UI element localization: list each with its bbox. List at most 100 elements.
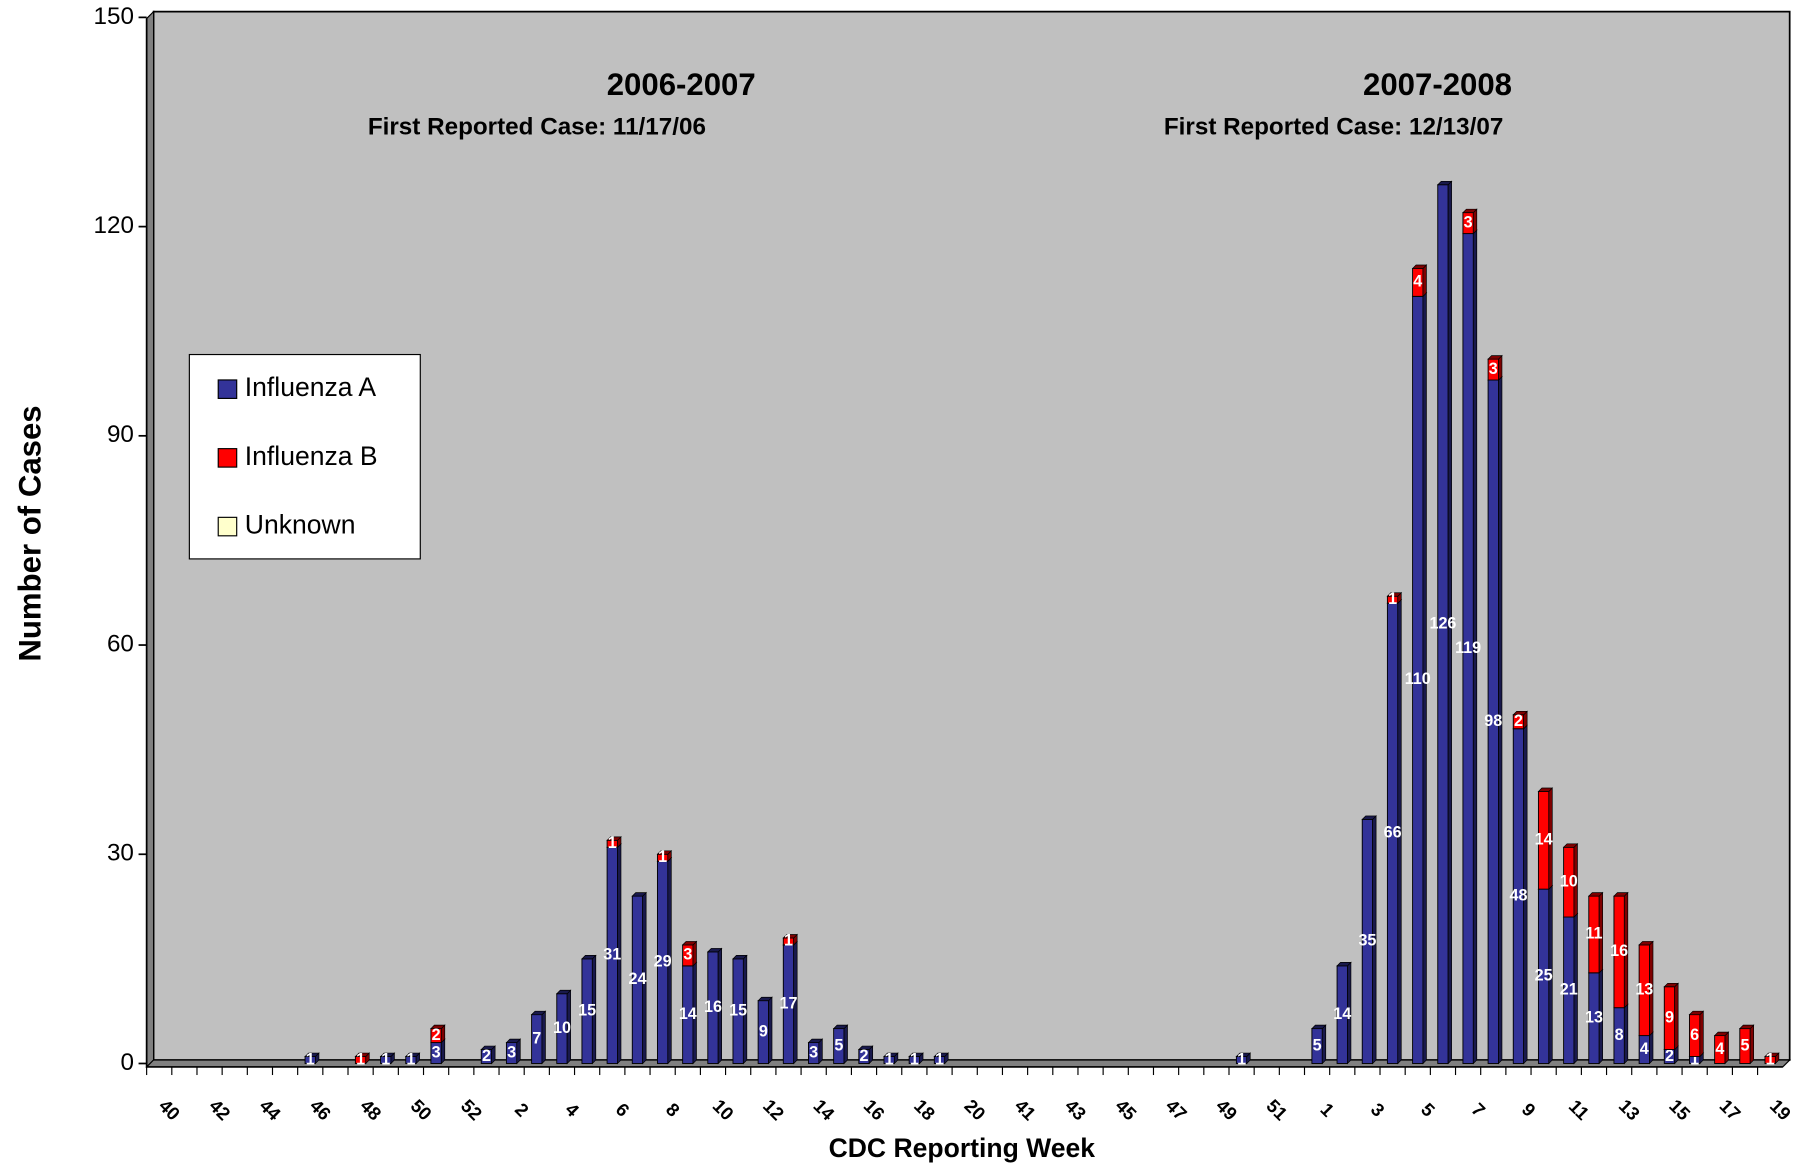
legend-label: Influenza B (245, 441, 378, 471)
season-title: 2006-2007 (607, 67, 756, 102)
data-label: 14 (1333, 1005, 1351, 1023)
data-label: 1 (910, 1050, 919, 1068)
data-label: 31 (603, 946, 621, 964)
bar-top (1688, 1010, 1705, 1016)
x-tick-label: 4 (561, 1099, 584, 1122)
x-tick-label: 46 (306, 1095, 335, 1124)
bar-top (354, 1052, 371, 1057)
bar-top (857, 1045, 874, 1050)
data-label: 98 (1484, 712, 1502, 730)
bar-top (1361, 815, 1377, 820)
data-label: 1 (658, 848, 667, 866)
bar-top (1764, 1052, 1780, 1057)
season-title: 2007-2008 (1363, 67, 1512, 102)
bar-top (581, 955, 597, 960)
data-label: 4 (1715, 1040, 1724, 1058)
y-tick-label: 150 (93, 3, 133, 30)
legend-label: Influenza A (245, 372, 377, 402)
data-label: 7 (532, 1029, 541, 1047)
bar-top (555, 989, 572, 995)
data-label: 13 (1635, 981, 1653, 999)
bar-top (505, 1038, 522, 1043)
data-label: 35 (1358, 932, 1376, 950)
bar-top (480, 1045, 496, 1050)
data-label: 66 (1384, 824, 1402, 842)
season-note: First Reported Case: 12/13/07 (1164, 114, 1503, 141)
bar-side (1724, 1031, 1729, 1065)
data-label: 1 (406, 1050, 415, 1068)
x-tick-label: 3 (1367, 1099, 1389, 1121)
x-tick-label: 41 (1011, 1095, 1040, 1124)
legend-swatch (217, 516, 238, 537)
data-label: 5 (1313, 1036, 1322, 1054)
data-label: 3 (1489, 360, 1498, 378)
x-tick-label: 13 (1615, 1095, 1644, 1124)
data-label: 1 (608, 834, 617, 852)
bar-top (732, 955, 748, 960)
x-tick-label: 18 (910, 1095, 939, 1124)
data-label: 13 (1585, 1008, 1603, 1026)
data-label: 2 (860, 1047, 869, 1065)
data-label: 29 (654, 953, 672, 971)
data-label: 3 (683, 946, 692, 964)
x-tick-label: 19 (1766, 1095, 1795, 1124)
bar-top (1336, 962, 1352, 967)
bar-top (757, 996, 773, 1002)
y-tick-label: 120 (93, 212, 133, 239)
bar-side (818, 1038, 823, 1065)
data-label: 4 (1640, 1040, 1649, 1058)
data-label: 1 (784, 932, 793, 950)
legend-label: Unknown (245, 510, 356, 540)
bar-side (1649, 1031, 1654, 1065)
bar-top (1562, 843, 1579, 848)
x-tick-label: 14 (809, 1095, 839, 1125)
bar-top (933, 1052, 950, 1057)
x-tick-label: 6 (612, 1099, 634, 1121)
bar-top (530, 1010, 547, 1016)
bar-top (1713, 1031, 1730, 1036)
x-tick-label: 1 (1316, 1099, 1338, 1121)
data-label: 1 (1766, 1050, 1775, 1068)
bar-side (516, 1038, 521, 1065)
data-label: 8 (1615, 1026, 1624, 1044)
bar-top (1537, 787, 1554, 792)
data-label: 119 (1455, 639, 1481, 657)
bar-top (404, 1052, 421, 1057)
bar-side (692, 940, 697, 967)
bar-top (1487, 355, 1503, 360)
data-label: 2 (1514, 712, 1523, 730)
x-axis-title: CDC Reporting Week (829, 1133, 1096, 1163)
legend-swatch (217, 379, 238, 399)
bar-top (1386, 592, 1403, 597)
x-tick-label: 43 (1061, 1095, 1090, 1124)
data-label: 1 (1237, 1050, 1246, 1068)
bar-top (1512, 710, 1528, 716)
bar-top (656, 850, 673, 855)
bar-side (1422, 264, 1427, 298)
x-tick-label: 7 (1467, 1099, 1489, 1121)
season-note: First Reported Case: 11/17/06 (368, 114, 706, 141)
bar-top (681, 941, 698, 946)
bar-side (440, 1038, 446, 1065)
bar-top (1235, 1052, 1252, 1057)
bar-side (1674, 982, 1679, 1051)
data-label: 16 (1610, 942, 1628, 960)
data-label: 14 (1535, 831, 1553, 849)
x-tick-label: 51 (1262, 1095, 1291, 1124)
y-tick-label: 30 (107, 840, 134, 867)
data-label: 1 (1388, 590, 1397, 608)
data-label: 15 (578, 1001, 596, 1019)
data-label: 3 (432, 1043, 441, 1061)
data-label: 14 (679, 1005, 697, 1023)
bar-top (1738, 1024, 1755, 1029)
bar-side (1699, 1010, 1704, 1058)
bar-side (1498, 354, 1503, 381)
bar-top (706, 948, 723, 953)
y-axis-title: Number of Cases (13, 405, 48, 661)
x-tick-label: 17 (1716, 1095, 1745, 1124)
data-label: 17 (780, 994, 798, 1012)
bar-top (1613, 892, 1629, 897)
data-label: 1 (356, 1050, 365, 1068)
data-label: 4 (1413, 273, 1422, 291)
